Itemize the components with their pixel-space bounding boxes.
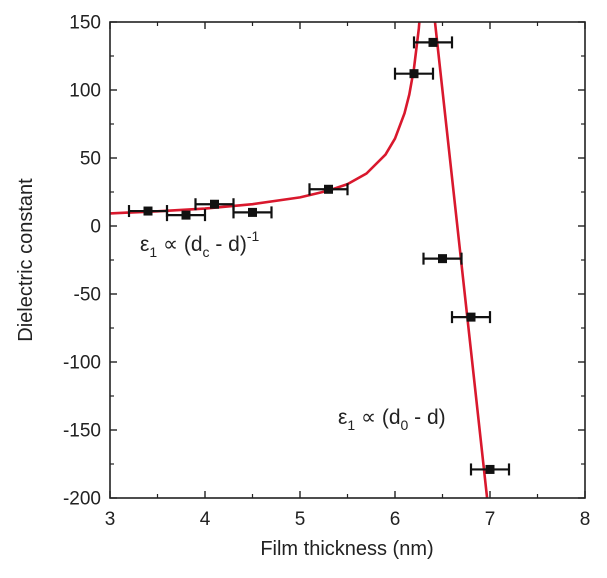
x-tick-label: 8 xyxy=(580,509,591,530)
point-marker xyxy=(438,254,447,264)
point-marker xyxy=(428,37,438,47)
x-tick-label: 5 xyxy=(295,509,306,530)
y-axis-title: Dielectric constant xyxy=(15,178,37,342)
data-points xyxy=(127,36,511,476)
fit-line xyxy=(433,22,489,498)
annotation-dc: ε1 ∝ (dc - d)-1 xyxy=(140,228,260,260)
data-point xyxy=(308,183,349,196)
axis-ticks: 3 4 5 6 7 8 -200 -150 -100 -50 0 50 100 150 xyxy=(63,13,590,531)
point-marker xyxy=(466,312,476,322)
x-tick-label: 3 xyxy=(105,509,116,530)
annotation-d0: ε1 ∝ (d0 - d) xyxy=(338,406,446,433)
point-marker xyxy=(485,464,495,474)
point-marker xyxy=(409,69,419,79)
x-tick-label: 6 xyxy=(390,509,401,530)
point-marker xyxy=(248,207,257,217)
point-marker xyxy=(143,206,153,216)
data-point xyxy=(422,252,463,265)
data-point xyxy=(469,463,511,476)
y-tick-label: -150 xyxy=(63,421,101,442)
data-point xyxy=(412,36,454,49)
y-tick-label: 150 xyxy=(69,13,101,34)
point-marker xyxy=(210,199,219,209)
data-point xyxy=(165,209,207,222)
x-axis-title: Film thickness (nm) xyxy=(260,538,433,560)
y-tick-label: 50 xyxy=(80,149,101,170)
y-tick-label: 100 xyxy=(69,81,101,102)
data-point xyxy=(232,206,273,219)
data-point xyxy=(393,67,435,80)
data-point xyxy=(127,205,169,218)
fit-line xyxy=(110,22,421,215)
point-marker xyxy=(324,184,333,194)
x-tick-label: 7 xyxy=(485,509,496,530)
x-tick-label: 4 xyxy=(200,509,211,530)
point-marker xyxy=(181,210,191,220)
y-tick-label: -200 xyxy=(63,489,101,510)
y-tick-label: -50 xyxy=(74,285,101,306)
y-tick-label: -100 xyxy=(63,353,101,374)
data-point xyxy=(450,311,492,324)
y-tick-label: 0 xyxy=(90,217,101,238)
